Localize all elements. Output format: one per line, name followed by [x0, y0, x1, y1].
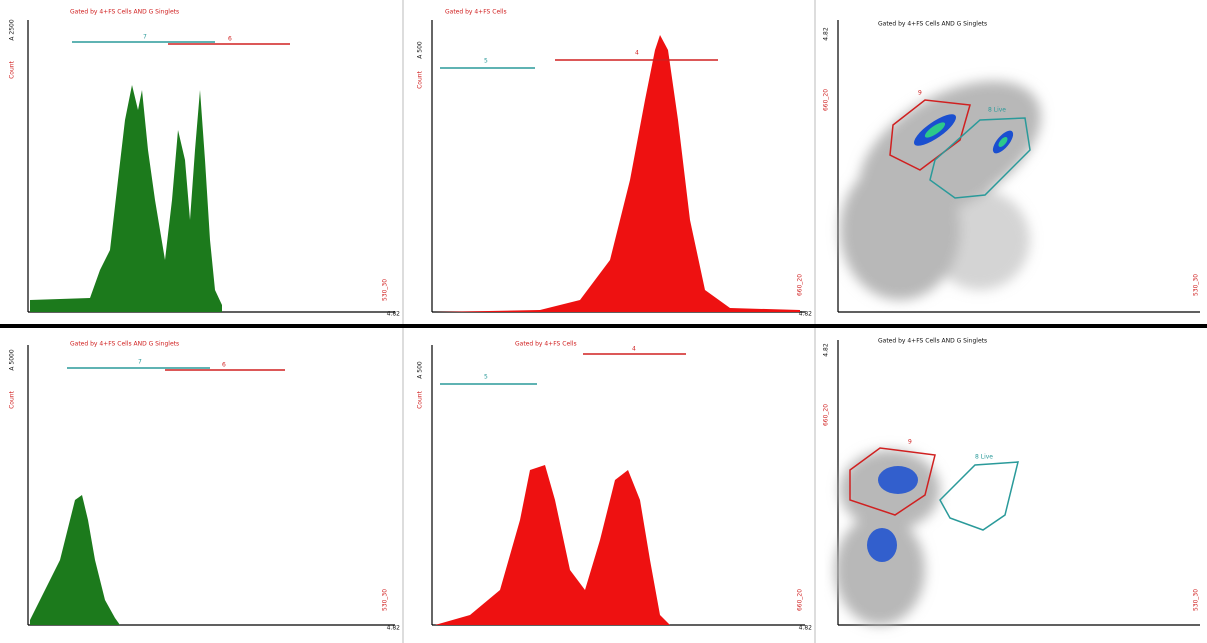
- y-max: A 500: [417, 41, 424, 59]
- gate-label: 8 Live: [975, 454, 993, 461]
- title: Gated by 4+FS Cells AND G Singlets: [878, 338, 987, 345]
- y-label: 660_20: [823, 404, 830, 426]
- x-label: 530_30: [1193, 589, 1200, 611]
- panel: Gated by 4+FS Cells AND G Singlets Count…: [9, 341, 401, 632]
- x-max: 4.82: [387, 625, 401, 632]
- panel: Gated by 4+FS Cells Count A 500 660_20 4…: [417, 341, 813, 632]
- x-label: 530_30: [382, 279, 389, 301]
- gate-label: 5: [484, 374, 488, 381]
- y-label: 660_20: [823, 89, 830, 111]
- title: Gated by 4+FS Cells AND G Singlets: [878, 21, 987, 28]
- y-label: Count: [417, 390, 424, 408]
- title: Gated by 4+FS Cells AND G Singlets: [70, 341, 179, 348]
- gate-label: 6: [228, 36, 232, 43]
- x-label: 530_30: [1193, 274, 1200, 296]
- gate-label: 5: [484, 58, 488, 65]
- gate-label: 4: [635, 50, 639, 57]
- title: Gated by 4+FS Cells: [445, 9, 507, 16]
- histogram: [435, 35, 800, 312]
- gate: [889, 99, 971, 171]
- x-max: 4.82: [387, 311, 401, 318]
- panel: Gated by 4+FS Cells Count A 500 660_20 4…: [417, 9, 813, 318]
- y-max: 4.82: [823, 27, 830, 41]
- y-label: Count: [417, 70, 424, 88]
- histogram: [30, 85, 222, 312]
- histogram: [435, 465, 670, 625]
- title: Gated by 4+FS Cells: [515, 341, 577, 348]
- title: Gated by 4+FS Cells AND G Singlets: [70, 9, 179, 16]
- gate: [849, 447, 936, 516]
- panel: 9 8 Live Gated by 4+FS Cells AND G Singl…: [823, 338, 1200, 626]
- y-max: A 2500: [9, 19, 16, 40]
- y-max: A 5000: [9, 349, 16, 370]
- panel: 9 8 Live Gated by 4+FS Cells AND G Singl…: [823, 20, 1200, 313]
- gate: [929, 117, 1031, 199]
- gate-label: 8 Live: [988, 107, 1006, 114]
- x-max: 4.82: [799, 311, 813, 318]
- gate-label: 9: [918, 90, 922, 97]
- gate-label: 7: [143, 34, 147, 41]
- population: [924, 122, 946, 138]
- population: [998, 137, 1008, 147]
- x-label: 660_20: [797, 274, 804, 296]
- histogram: [30, 495, 120, 625]
- panel: Gated by 4+FS Cells AND G Singlets Count…: [9, 9, 401, 318]
- gate-label: 4: [632, 346, 636, 353]
- x-label: 530_30: [382, 589, 389, 611]
- population: [878, 466, 918, 494]
- y-max: 4.82: [823, 343, 830, 357]
- gate-label: 9: [908, 439, 912, 446]
- population: [867, 528, 897, 562]
- x-label: 660_20: [797, 589, 804, 611]
- gate-label: 7: [138, 359, 142, 366]
- gate: [939, 461, 1019, 531]
- y-label: Count: [9, 60, 16, 78]
- y-max: A 500: [417, 361, 424, 379]
- x-max: 4.82: [799, 625, 813, 632]
- y-label: Count: [9, 390, 16, 408]
- gate-label: 6: [222, 362, 226, 369]
